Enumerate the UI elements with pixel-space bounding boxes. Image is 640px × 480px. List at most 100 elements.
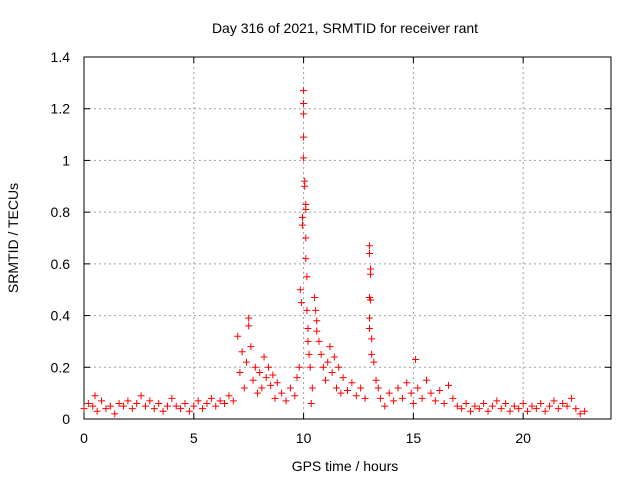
data-point — [315, 337, 323, 345]
chart-title: Day 316 of 2021, SRMTID for receiver ran… — [212, 20, 478, 36]
data-point — [506, 407, 514, 415]
data-point — [300, 133, 308, 141]
data-point — [291, 392, 299, 400]
y-tick-label: 1 — [62, 152, 70, 168]
data-point — [258, 384, 266, 392]
data-point — [348, 379, 356, 387]
data-point — [365, 242, 373, 250]
data-point — [484, 407, 492, 415]
data-point — [199, 405, 207, 413]
data-point — [240, 384, 248, 392]
data-point — [361, 394, 369, 402]
data-point — [115, 399, 123, 407]
data-point — [229, 397, 237, 405]
data-point — [475, 405, 483, 413]
data-point — [253, 389, 261, 397]
data-point — [305, 350, 313, 358]
data-point — [311, 293, 319, 301]
x-tick-label: 5 — [190, 430, 198, 446]
data-point — [216, 397, 224, 405]
data-point — [403, 379, 411, 387]
data-point — [541, 407, 549, 415]
data-point — [462, 399, 470, 407]
y-tick-label: 0 — [62, 411, 70, 427]
data-point — [367, 270, 375, 278]
data-point — [466, 407, 474, 415]
data-point — [102, 405, 110, 413]
data-point — [449, 394, 457, 402]
data-point — [381, 402, 389, 410]
data-point — [458, 405, 466, 413]
data-point — [91, 392, 99, 400]
data-point — [286, 384, 294, 392]
data-point — [80, 405, 88, 413]
data-point — [303, 273, 311, 281]
data-point — [370, 358, 378, 366]
data-point — [368, 335, 376, 343]
data-point — [546, 402, 554, 410]
data-point — [414, 384, 422, 392]
data-point — [328, 368, 336, 376]
data-point — [528, 402, 536, 410]
data-point — [298, 213, 306, 221]
data-point — [155, 399, 163, 407]
data-point — [390, 397, 398, 405]
data-point — [256, 368, 264, 376]
grid — [84, 57, 611, 419]
data-point — [300, 87, 308, 95]
data-point — [300, 154, 308, 162]
data-point — [106, 402, 114, 410]
data-point — [374, 384, 382, 392]
data-point — [264, 363, 272, 371]
data-point — [367, 296, 375, 304]
data-point — [445, 381, 453, 389]
data-point — [296, 286, 304, 294]
data-point — [330, 353, 338, 361]
data-point — [181, 399, 189, 407]
data-point — [302, 206, 310, 214]
data-point — [124, 397, 132, 405]
y-tick-label: 1.2 — [51, 101, 71, 117]
data-point — [352, 392, 360, 400]
data-point — [295, 363, 303, 371]
data-point — [537, 399, 545, 407]
x-axis-label: GPS time / hours — [292, 458, 399, 474]
data-point — [141, 402, 149, 410]
data-point — [159, 407, 167, 415]
data-point — [293, 374, 301, 382]
data-point — [407, 389, 415, 397]
data-point — [236, 368, 244, 376]
data-point — [300, 100, 308, 108]
data-point — [471, 402, 479, 410]
data-point — [394, 384, 402, 392]
data-point — [322, 376, 330, 384]
data-point — [245, 314, 253, 322]
data-point — [163, 402, 171, 410]
x-tick-label: 0 — [80, 430, 88, 446]
data-point — [282, 397, 290, 405]
data-point — [177, 405, 185, 413]
data-point — [493, 397, 501, 405]
data-point — [238, 348, 246, 356]
data-point — [137, 392, 145, 400]
data-point — [339, 374, 347, 382]
data-point — [365, 325, 373, 332]
data-point — [532, 405, 540, 413]
data-point — [308, 384, 316, 392]
data-point — [431, 397, 439, 405]
data-point — [262, 374, 270, 382]
data-point — [480, 399, 488, 407]
data-point — [368, 350, 376, 358]
data-point — [398, 394, 406, 402]
data-point — [300, 110, 308, 118]
y-tick-label: 0.6 — [51, 256, 71, 272]
data-point — [376, 394, 384, 402]
data-point — [550, 397, 558, 405]
data-point — [146, 397, 154, 405]
data-point — [313, 327, 321, 335]
data-point — [185, 407, 193, 415]
data-point — [225, 392, 233, 400]
data-point — [488, 402, 496, 410]
data-point — [333, 384, 341, 392]
